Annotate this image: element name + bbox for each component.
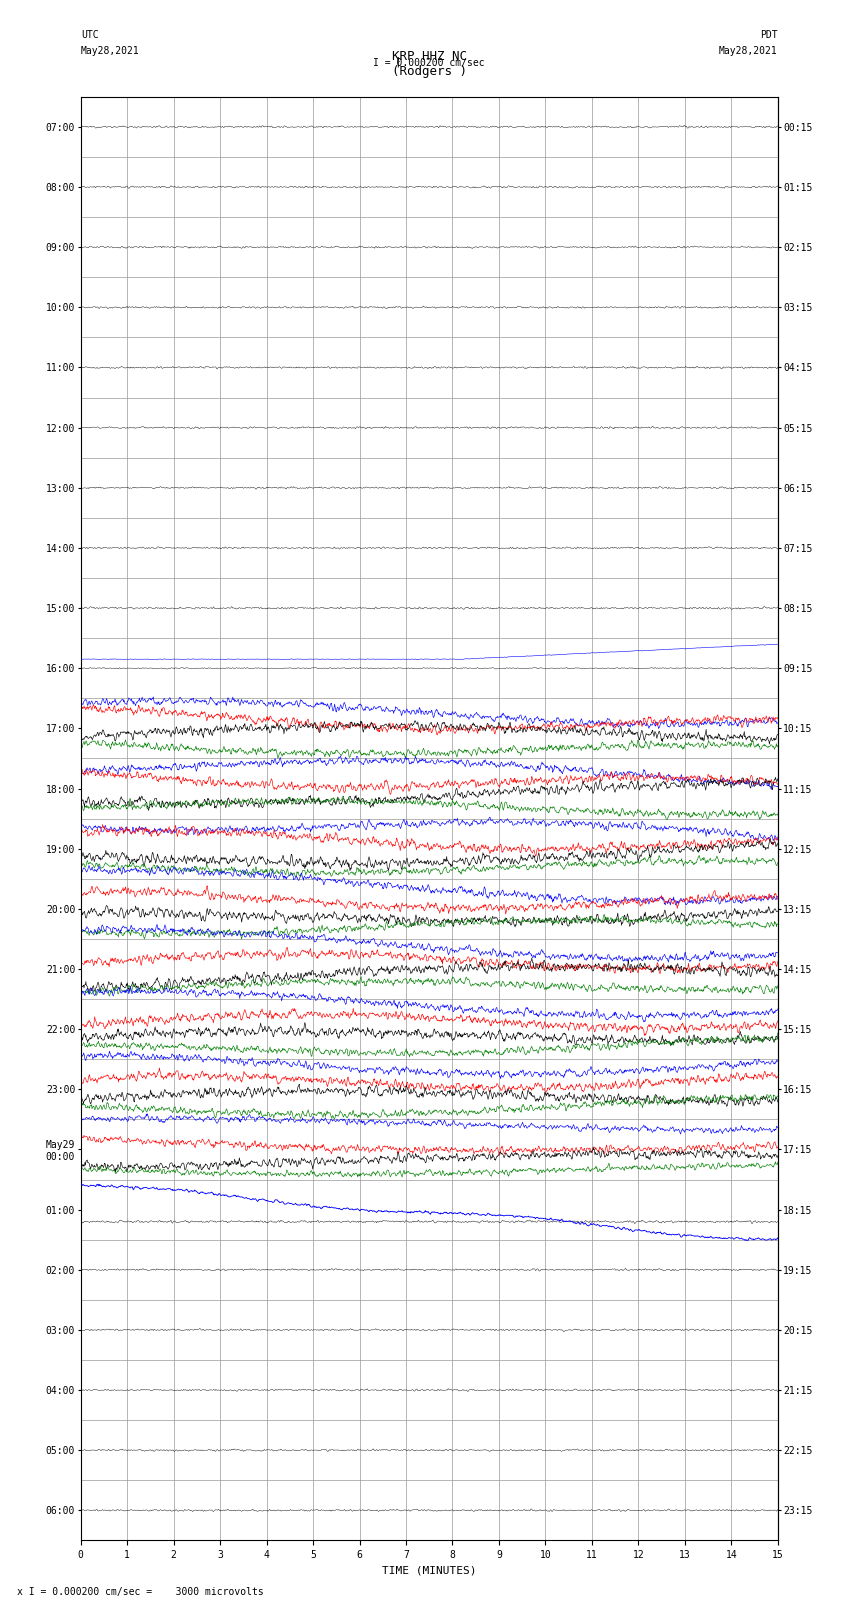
Text: May28,2021: May28,2021	[81, 47, 139, 56]
Text: May28,2021: May28,2021	[719, 47, 778, 56]
Title: KRP HHZ NC
(Rodgers ): KRP HHZ NC (Rodgers )	[392, 50, 467, 77]
X-axis label: TIME (MINUTES): TIME (MINUTES)	[382, 1566, 477, 1576]
Text: |: |	[394, 56, 401, 68]
Text: I = 0.000200 cm/sec: I = 0.000200 cm/sec	[373, 58, 485, 68]
Text: UTC: UTC	[81, 31, 99, 40]
Text: x I = 0.000200 cm/sec =    3000 microvolts: x I = 0.000200 cm/sec = 3000 microvolts	[17, 1587, 264, 1597]
Text: PDT: PDT	[760, 31, 778, 40]
